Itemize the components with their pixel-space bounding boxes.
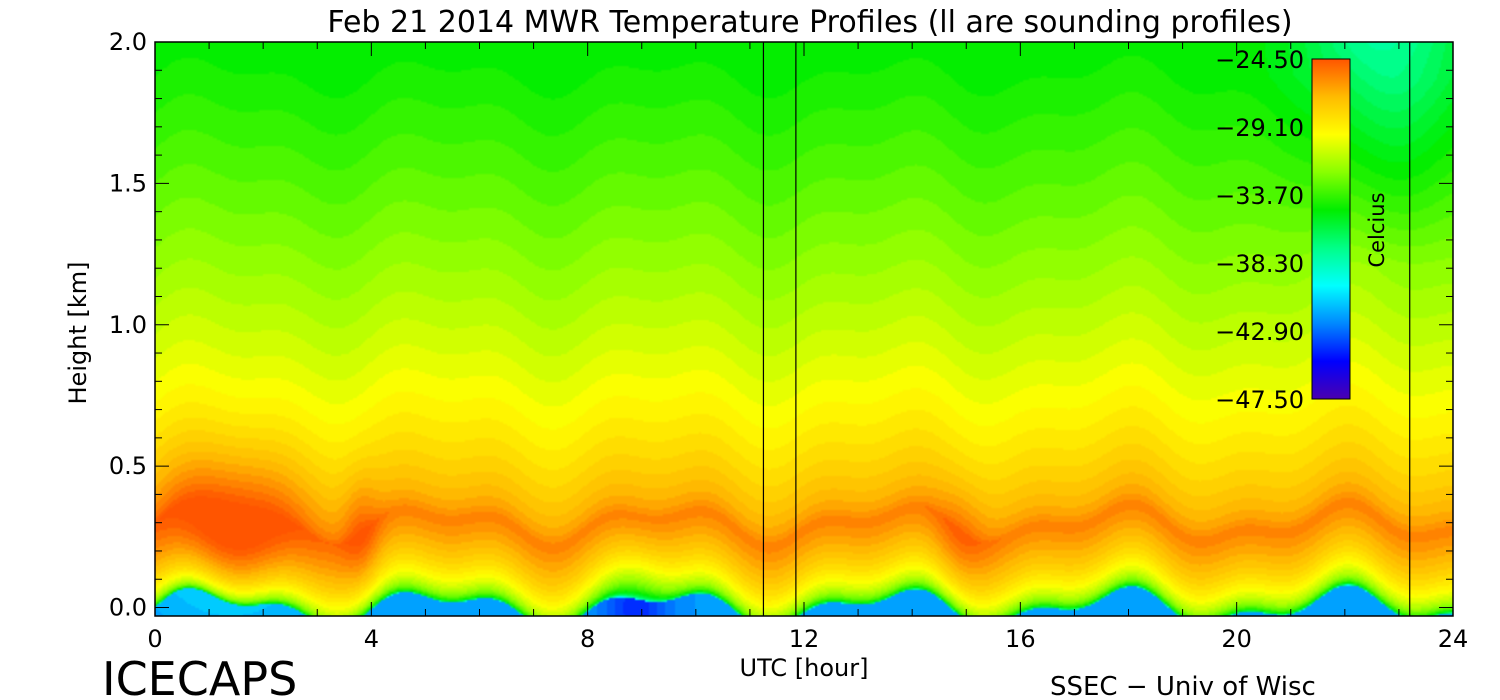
x-tick-labels: 0 4 8 12 16 20 24 [147, 625, 1468, 653]
x-tick-label: 0 [147, 625, 162, 653]
y-tick-label: 1.0 [109, 311, 147, 339]
colorbar-label: Celcius [1365, 192, 1389, 267]
colorbar-tick-label: −42.90 [1215, 318, 1304, 346]
credit-label: SSEC − Univ of Wisc [1050, 672, 1316, 700]
x-axis-label: UTC [hour] [740, 654, 869, 682]
y-tick-label: 0.5 [109, 452, 147, 480]
colorbar-tick-labels: −24.50 −29.10 −33.70 −38.30 −42.90 −47.50 [1215, 46, 1304, 414]
x-tick-label: 20 [1221, 625, 1252, 653]
plot-area [154, 41, 1454, 617]
x-tick-label: 4 [364, 625, 379, 653]
temperature-heatmap [155, 42, 1453, 616]
chart-title: Feb 21 2014 MWR Temperature Profiles (ll… [327, 5, 1292, 40]
y-tick-label: 0.0 [109, 594, 147, 622]
colorbar-tick-label: −33.70 [1215, 182, 1304, 210]
sounding-profile-lines [762, 42, 1411, 616]
colorbar-tick-label: −24.50 [1215, 46, 1304, 74]
y-tick-label: 2.0 [109, 28, 147, 56]
colorbar-tick-label: −38.30 [1215, 250, 1304, 278]
x-tick-label: 8 [580, 625, 595, 653]
y-tick-label: 1.5 [109, 169, 147, 197]
y-tick-labels: 0.0 0.5 1.0 1.5 2.0 [109, 28, 147, 622]
x-tick-label: 24 [1438, 625, 1469, 653]
project-label: ICECAPS [102, 652, 297, 700]
x-tick-label: 16 [1005, 625, 1036, 653]
colorbar-tick-label: −29.10 [1215, 114, 1304, 142]
colorbar: −24.50 −29.10 −33.70 −38.30 −42.90 −47.50 Cel… [1215, 46, 1389, 414]
colorbar-scale [1311, 58, 1351, 400]
x-tick-label: 12 [789, 625, 820, 653]
colorbar-tick-label: −47.50 [1215, 386, 1304, 414]
axis-ticks [154, 41, 1454, 616]
y-axis-label: Height [km] [64, 262, 92, 405]
